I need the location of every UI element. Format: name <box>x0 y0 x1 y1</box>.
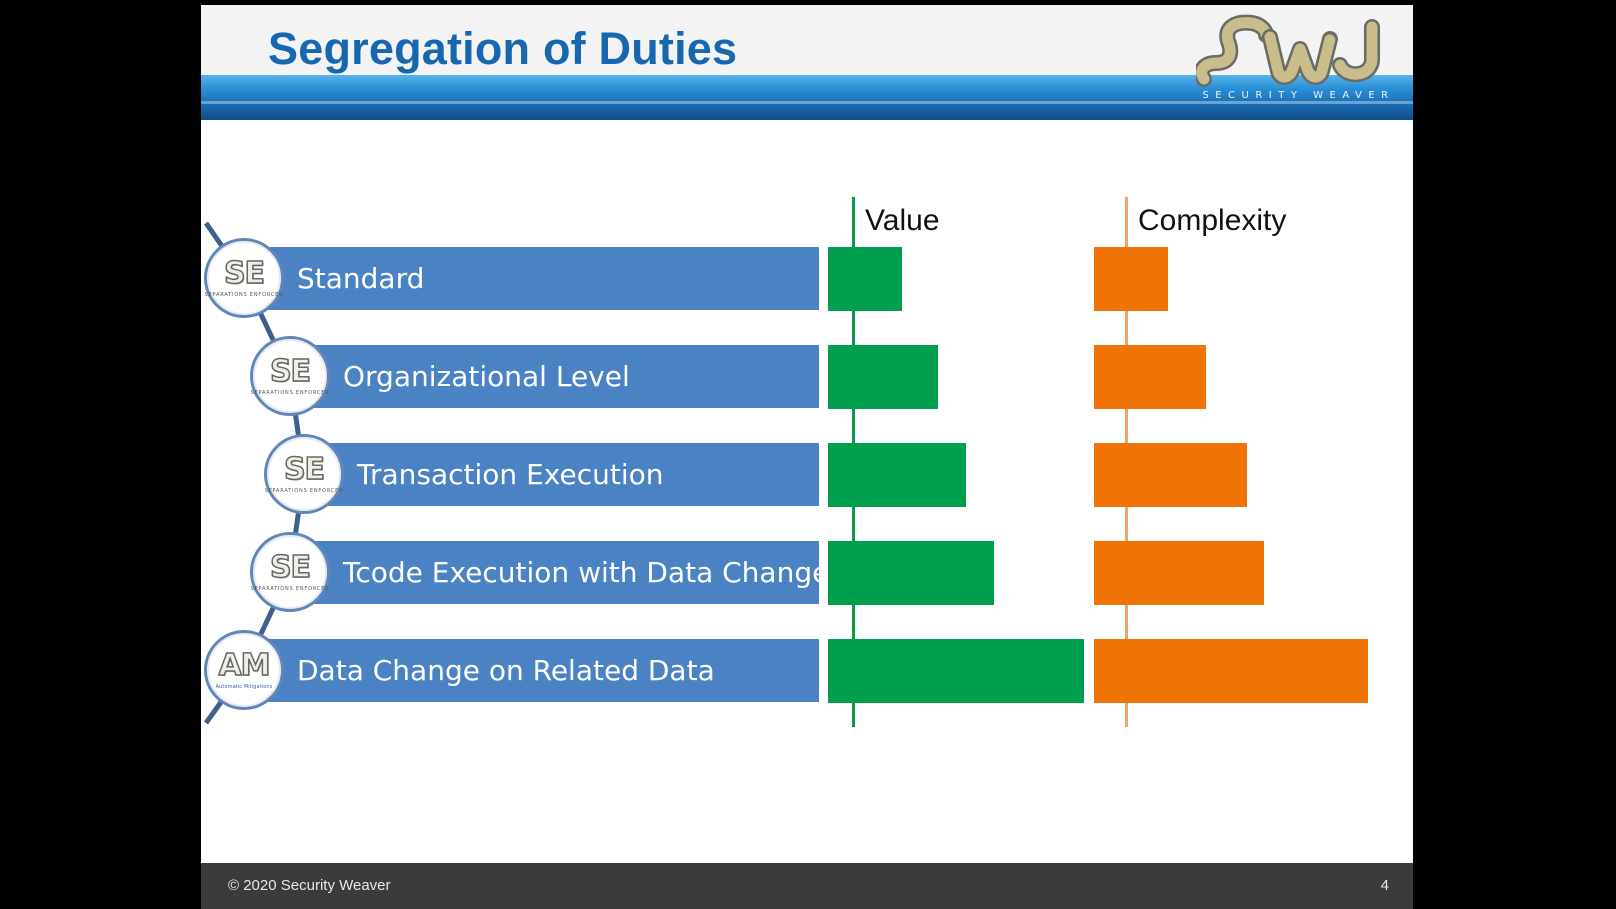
complexity-column-header: Complexity <box>1138 204 1287 237</box>
level-bar: Transaction Execution <box>304 443 819 506</box>
level-label: Tcode Execution with Data Change <box>343 556 830 589</box>
value-bar <box>828 541 994 605</box>
sod-levels-chart: Value Complexity Standard SE SEPARATIONS E… <box>201 185 1413 745</box>
am-badge-icon: AM Automatic Mitigations <box>204 630 284 710</box>
se-badge-icon: SE SEPARATIONS ENFORCER <box>250 532 330 612</box>
level-bar: Tcode Execution with Data Change <box>290 541 829 604</box>
badge-code: SE <box>269 549 312 585</box>
value-bar <box>828 639 1084 703</box>
level-label: Data Change on Related Data <box>297 654 715 687</box>
footer-copyright: © 2020 Security Weaver <box>228 877 391 894</box>
se-badge-icon: SE SEPARATIONS ENFORCER <box>204 238 284 318</box>
level-bar: Data Change on Related Data <box>244 639 819 702</box>
badge-subtitle: SEPARATIONS ENFORCER <box>264 487 344 494</box>
level-label: Transaction Execution <box>357 458 664 491</box>
value-bar <box>828 247 902 311</box>
se-badge-icon: SE SEPARATIONS ENFORCER <box>264 434 344 514</box>
badge-subtitle: Automatic Mitigations <box>215 683 273 690</box>
complexity-bar <box>1094 247 1168 311</box>
badge-code: SE <box>223 255 266 291</box>
level-bar: Standard <box>244 247 819 310</box>
complexity-bar <box>1094 443 1247 507</box>
complexity-bar <box>1094 639 1368 703</box>
slide-footer: © 2020 Security Weaver 4 <box>201 863 1413 909</box>
badge-code: AM <box>218 647 272 683</box>
badge-code: SE <box>283 451 326 487</box>
logo-mark-icon <box>1193 14 1380 87</box>
badge-subtitle: SEPARATIONS ENFORCER <box>250 389 330 396</box>
logo-wordmark: SECURITY WEAVER <box>1202 90 1395 101</box>
footer-page-number: 4 <box>1380 877 1389 894</box>
complexity-bar <box>1094 345 1206 409</box>
complexity-bar <box>1094 541 1264 605</box>
level-label: Organizational Level <box>343 360 630 393</box>
security-weaver-logo: SECURITY WEAVER <box>1193 13 1401 103</box>
badge-subtitle: SEPARATIONS ENFORCER <box>204 291 284 298</box>
se-badge-icon: SE SEPARATIONS ENFORCER <box>250 336 330 416</box>
badge-code: SE <box>269 353 312 389</box>
level-label: Standard <box>297 262 425 295</box>
value-bar <box>828 345 938 409</box>
slide: Segregation of Duties SECURITY WEAVER Va… <box>201 5 1413 909</box>
badge-subtitle: SEPARATIONS ENFORCER <box>250 585 330 592</box>
value-bar <box>828 443 966 507</box>
slide-title: Segregation of Duties <box>268 23 738 74</box>
slide-header: Segregation of Duties SECURITY WEAVER <box>201 5 1413 120</box>
level-bar: Organizational Level <box>290 345 819 408</box>
value-column-header: Value <box>865 204 940 237</box>
